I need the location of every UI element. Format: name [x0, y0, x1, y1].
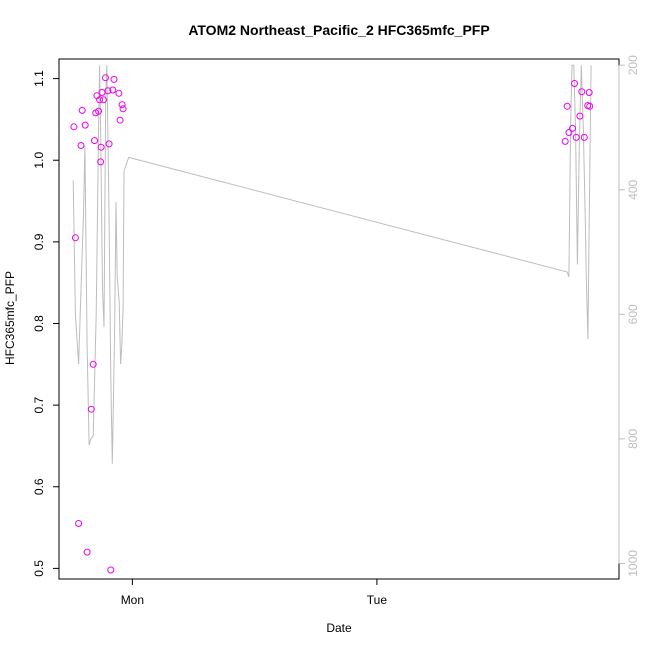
chart-title: ATOM2 Northeast_Pacific_2 HFC365mfc_PFP	[188, 22, 489, 38]
data-point	[104, 87, 112, 95]
data-point	[576, 112, 584, 120]
data-point	[569, 124, 576, 132]
data-point	[586, 102, 594, 110]
data-point	[87, 405, 95, 413]
right-tick-label: 1000	[626, 550, 640, 577]
data-point	[105, 140, 113, 148]
x-tick-label: Tue	[367, 593, 388, 607]
data-point	[70, 123, 78, 131]
data-point	[102, 74, 109, 82]
data-point	[81, 121, 89, 129]
x-tick-label: Mon	[121, 593, 144, 607]
data-point	[118, 101, 126, 109]
data-point	[100, 96, 107, 104]
y-tick-label: 0.5	[32, 560, 46, 577]
y-tick-label: 0.6	[32, 478, 46, 495]
data-point	[71, 234, 79, 242]
y-tick-label: 1.1	[32, 70, 46, 87]
data-point	[89, 360, 97, 368]
data-point	[116, 116, 124, 124]
data-point	[95, 107, 103, 115]
data-point	[78, 106, 86, 114]
data-point	[83, 548, 91, 556]
data-point	[75, 520, 83, 527]
data-point	[110, 75, 118, 83]
data-point	[91, 137, 98, 145]
data-point	[109, 86, 117, 94]
data-point	[97, 158, 105, 166]
data-point	[563, 102, 571, 110]
data-point	[578, 88, 586, 96]
data-point	[561, 137, 569, 145]
data-point	[119, 105, 127, 113]
altitude-line	[72, 64, 592, 464]
x-axis-label: Date	[326, 621, 352, 635]
data-point	[580, 133, 588, 141]
data-point	[96, 96, 104, 104]
data-point	[115, 89, 123, 97]
data-point	[97, 143, 105, 151]
data-point	[572, 133, 580, 141]
data-point	[571, 80, 578, 87]
plot-area: 0.5 0.6 0.7 0.8 0.9 1.0 1.1 200 400 600 800 1000 Mon…	[32, 55, 640, 607]
data-point	[585, 89, 593, 96]
data-point	[565, 129, 573, 136]
data-point	[107, 566, 115, 574]
right-tick-label: 800	[626, 429, 640, 449]
plot-box	[58, 58, 620, 580]
y-axis-label: HFC365mfc_PFP	[3, 271, 17, 365]
y-tick-label: 1.0	[32, 152, 46, 169]
right-tick-label: 600	[626, 304, 640, 324]
y-tick-label: 0.8	[32, 315, 46, 332]
y-tick-label: 0.9	[32, 233, 46, 250]
right-tick-label: 200	[626, 55, 640, 75]
right-tick-label: 400	[626, 179, 640, 199]
y-tick-label: 0.7	[32, 396, 46, 413]
data-point	[77, 142, 85, 149]
